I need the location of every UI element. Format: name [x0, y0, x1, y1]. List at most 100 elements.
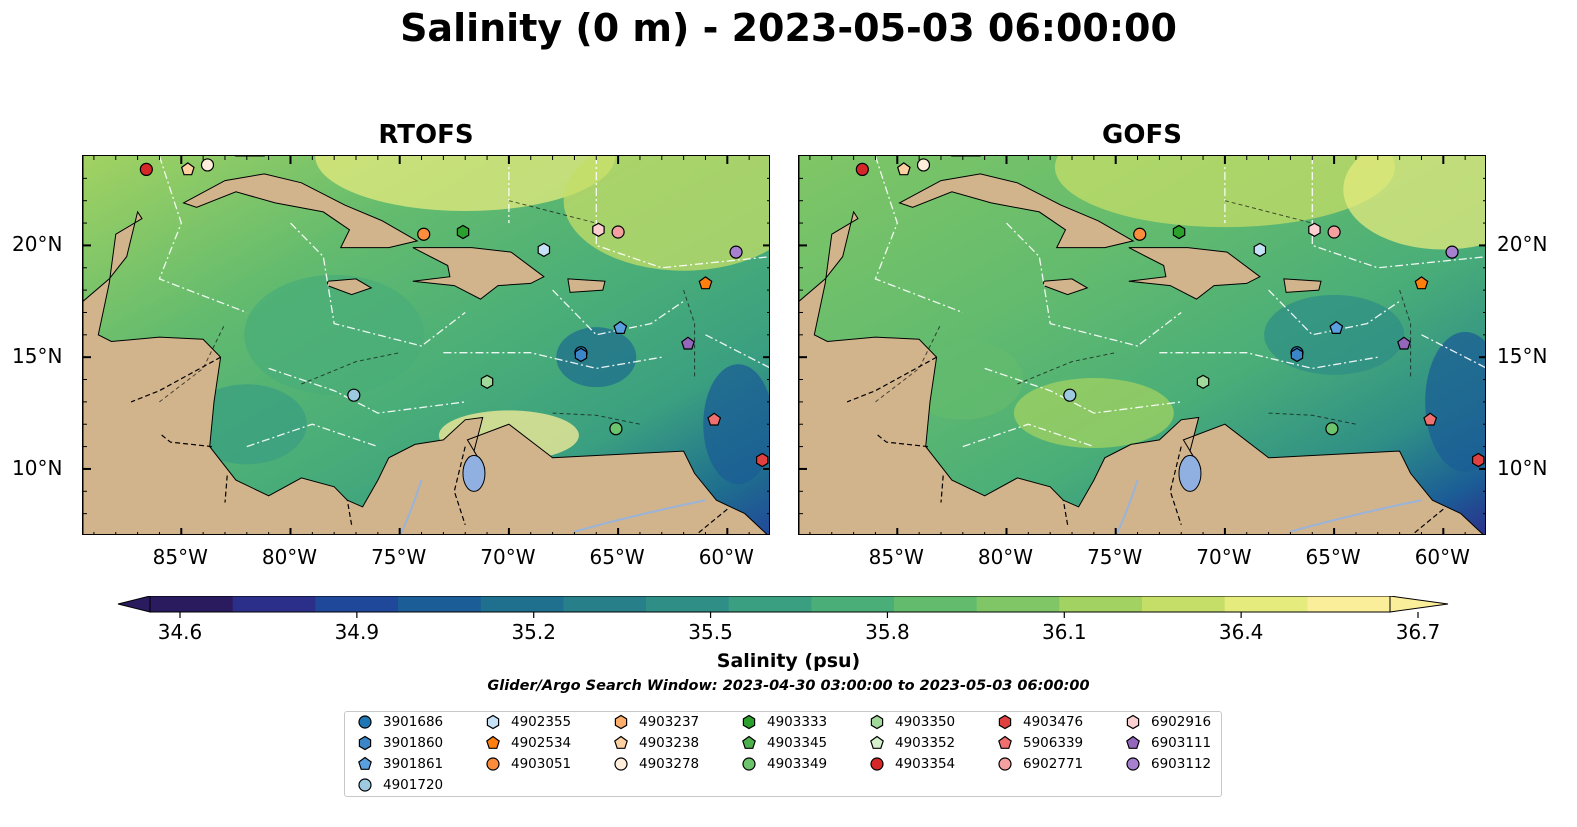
- legend-label: 4902355: [511, 714, 572, 730]
- float-marker-4903238: [180, 162, 195, 176]
- legend-marker-circle-icon: [742, 757, 756, 771]
- colorbar-extend-low: [117, 596, 151, 613]
- legend-item: 4903476: [997, 714, 1083, 730]
- legend-marker: [358, 715, 372, 729]
- y-tick-label-left: 15°N: [12, 344, 63, 369]
- legend-label: 6902771: [1023, 756, 1084, 772]
- float-marker-4903476: [1471, 452, 1485, 468]
- legend-marker-pentagon-icon: [1126, 735, 1140, 749]
- y-tick-label-right: 10°N: [1497, 455, 1548, 480]
- legend-marker: [1126, 757, 1140, 771]
- legend-item: 6903112: [1125, 756, 1211, 772]
- legend-marker: [870, 735, 884, 749]
- panel-title-rtofs: RTOFS: [378, 120, 474, 150]
- x-tick-label: 60°W: [1414, 545, 1470, 569]
- colorbar-tick-label: 36.7: [1395, 620, 1441, 644]
- x-tick-label: 70°W: [1196, 545, 1252, 569]
- legend-marker-pentagon-icon: [998, 735, 1012, 749]
- colorbar-segment: [1059, 596, 1143, 612]
- colorbar-tick-label: 34.9: [334, 620, 380, 644]
- legend-label: 4903354: [895, 756, 956, 772]
- map-gofs-canvas: [799, 156, 1485, 534]
- y-tick-label-right: 15°N: [1497, 344, 1548, 369]
- map-rtofs: [82, 155, 770, 535]
- x-tick-label: 80°W: [977, 545, 1034, 569]
- float-marker-3901860: [1290, 347, 1304, 363]
- float-marker-4903349: [1325, 422, 1339, 436]
- legend-label: 4903051: [511, 756, 572, 772]
- float-marker-6903112: [729, 245, 743, 259]
- legend-item: 4903238: [613, 735, 699, 751]
- legend-item: 4902534: [485, 735, 571, 751]
- legend-marker: [998, 757, 1012, 771]
- legend-marker-hexagon-icon: [998, 714, 1012, 730]
- legend-marker: [486, 757, 500, 771]
- float-marker-5906339: [1423, 412, 1438, 426]
- float-marker-4902534: [1414, 276, 1429, 290]
- legend-marker: [998, 714, 1012, 730]
- legend-item: 4903278: [613, 756, 699, 772]
- y-tick-label-right: 20°N: [1497, 232, 1548, 257]
- float-marker-6902771: [611, 225, 625, 239]
- search-window-note: Glider/Argo Search Window: 2023-04-30 03…: [487, 678, 1090, 694]
- colorbar-segment: [1142, 596, 1226, 612]
- float-marker-4903333: [1172, 224, 1186, 240]
- colorbar-tick-label: 34.6: [157, 620, 203, 644]
- float-marker-3901861: [1329, 320, 1344, 334]
- legend-label: 4903237: [639, 714, 700, 730]
- legend-marker: [614, 735, 628, 749]
- legend-marker: [1126, 714, 1140, 730]
- legend-label: 4903238: [639, 735, 700, 751]
- float-marker-4903354: [855, 162, 869, 177]
- legend-marker-circle-icon: [870, 757, 884, 771]
- legend-item: 3901861: [357, 756, 443, 772]
- colorbar-extend-high: [1389, 596, 1449, 613]
- legend-marker: [358, 778, 372, 792]
- float-marker-6903111: [681, 336, 695, 350]
- legend-marker-hexagon-icon: [870, 714, 884, 730]
- map-gofs: [798, 155, 1486, 535]
- legend-marker-hexagon-icon: [486, 714, 500, 730]
- float-marker-4903476: [755, 452, 769, 468]
- x-tick-label: 60°W: [698, 545, 754, 569]
- legend-marker-pentagon-icon: [870, 735, 884, 749]
- panel-title-gofs: GOFS: [1102, 120, 1182, 150]
- colorbar-tick-label: 35.5: [688, 620, 733, 644]
- legend-marker: [358, 756, 372, 770]
- legend-label: 5906339: [1023, 735, 1084, 751]
- legend-label: 4903350: [895, 714, 956, 730]
- float-marker-4903350: [480, 374, 494, 389]
- legend-label: 3901861: [383, 756, 444, 772]
- legend-item: 4901720: [357, 777, 443, 793]
- legend-item: 3901686: [357, 714, 443, 730]
- float-marker-4903238: [896, 162, 911, 176]
- legend-label: 4903476: [1023, 714, 1084, 730]
- legend-marker-circle-icon: [1126, 757, 1140, 771]
- legend-marker: [998, 735, 1012, 749]
- legend: 3901686 3901860 3901861 4901720 4902355 49025…: [344, 711, 1222, 797]
- float-marker-6902916: [1308, 222, 1321, 237]
- float-marker-3901861: [613, 320, 628, 334]
- legend-marker: [742, 735, 756, 749]
- legend-item: 4903237: [613, 714, 699, 730]
- float-marker-4903278: [200, 158, 215, 172]
- legend-marker-circle-icon: [486, 757, 500, 771]
- x-tick-label: 85°W: [868, 545, 924, 569]
- legend-marker-hexagon-icon: [742, 714, 756, 730]
- colorbar-segment: [315, 596, 399, 612]
- float-marker-6902916: [592, 222, 605, 237]
- legend-marker: [486, 735, 500, 749]
- legend-item: 6902771: [997, 756, 1083, 772]
- legend-label: 3901860: [383, 735, 444, 751]
- float-marker-6903111: [1397, 336, 1411, 350]
- float-marker-5906339: [707, 412, 722, 426]
- colorbar-segment: [398, 596, 482, 612]
- legend-item: 3901860: [357, 735, 443, 751]
- colorbar-tick-label: 36.1: [1042, 620, 1087, 644]
- colorbar-segment: [1307, 596, 1391, 612]
- legend-label: 4903352: [895, 735, 956, 751]
- figure-title: Salinity (0 m) - 2023-05-03 06:00:00: [400, 6, 1177, 50]
- colorbar-segment: [150, 596, 234, 612]
- colorbar-tick-label: 35.2: [511, 620, 556, 644]
- float-marker-4903051: [417, 227, 431, 241]
